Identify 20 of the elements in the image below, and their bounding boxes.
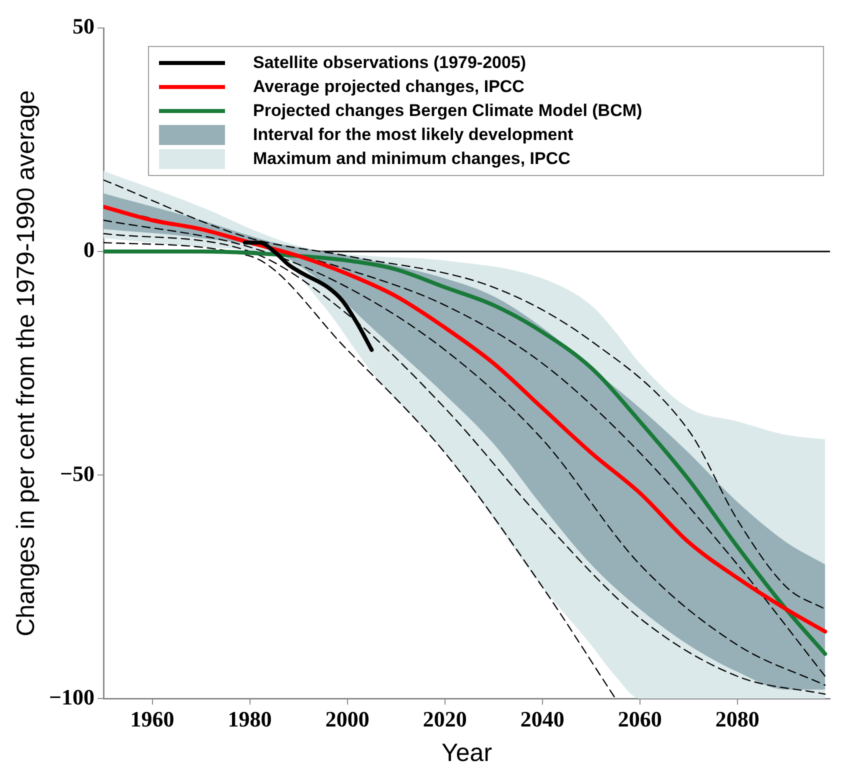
x-tick-label: 2080	[715, 706, 760, 732]
x-axis-title: Year	[442, 738, 492, 767]
line-series	[104, 242, 616, 699]
legend-label: Satellite observations (1979-2005)	[253, 53, 526, 73]
x-tick-label: 2040	[520, 706, 564, 732]
legend-label: Maximum and minimum changes, IPCC	[253, 149, 570, 169]
x-tick-label: 2000	[325, 706, 370, 732]
y-tick-label: −50	[60, 460, 95, 486]
x-tick-label: 1980	[228, 706, 272, 732]
y-tick-label: −100	[48, 684, 95, 710]
legend-label: Average projected changes, IPCC	[253, 77, 524, 97]
line-series	[242, 240, 374, 352]
x-tick-label: 1960	[130, 706, 174, 732]
y-tick-label: 0	[84, 237, 95, 262]
x-tick-label: 2020	[422, 706, 467, 732]
legend-label: Projected changes Bergen Climate Model (BCM)	[253, 101, 642, 121]
y-axis-title: Changes in per cent from the 1979-1990 average	[12, 90, 40, 636]
legend-label: Interval for the most likely development	[253, 125, 574, 145]
x-tick-label: 2060	[618, 706, 662, 732]
y-tick-label: 50	[72, 14, 95, 39]
